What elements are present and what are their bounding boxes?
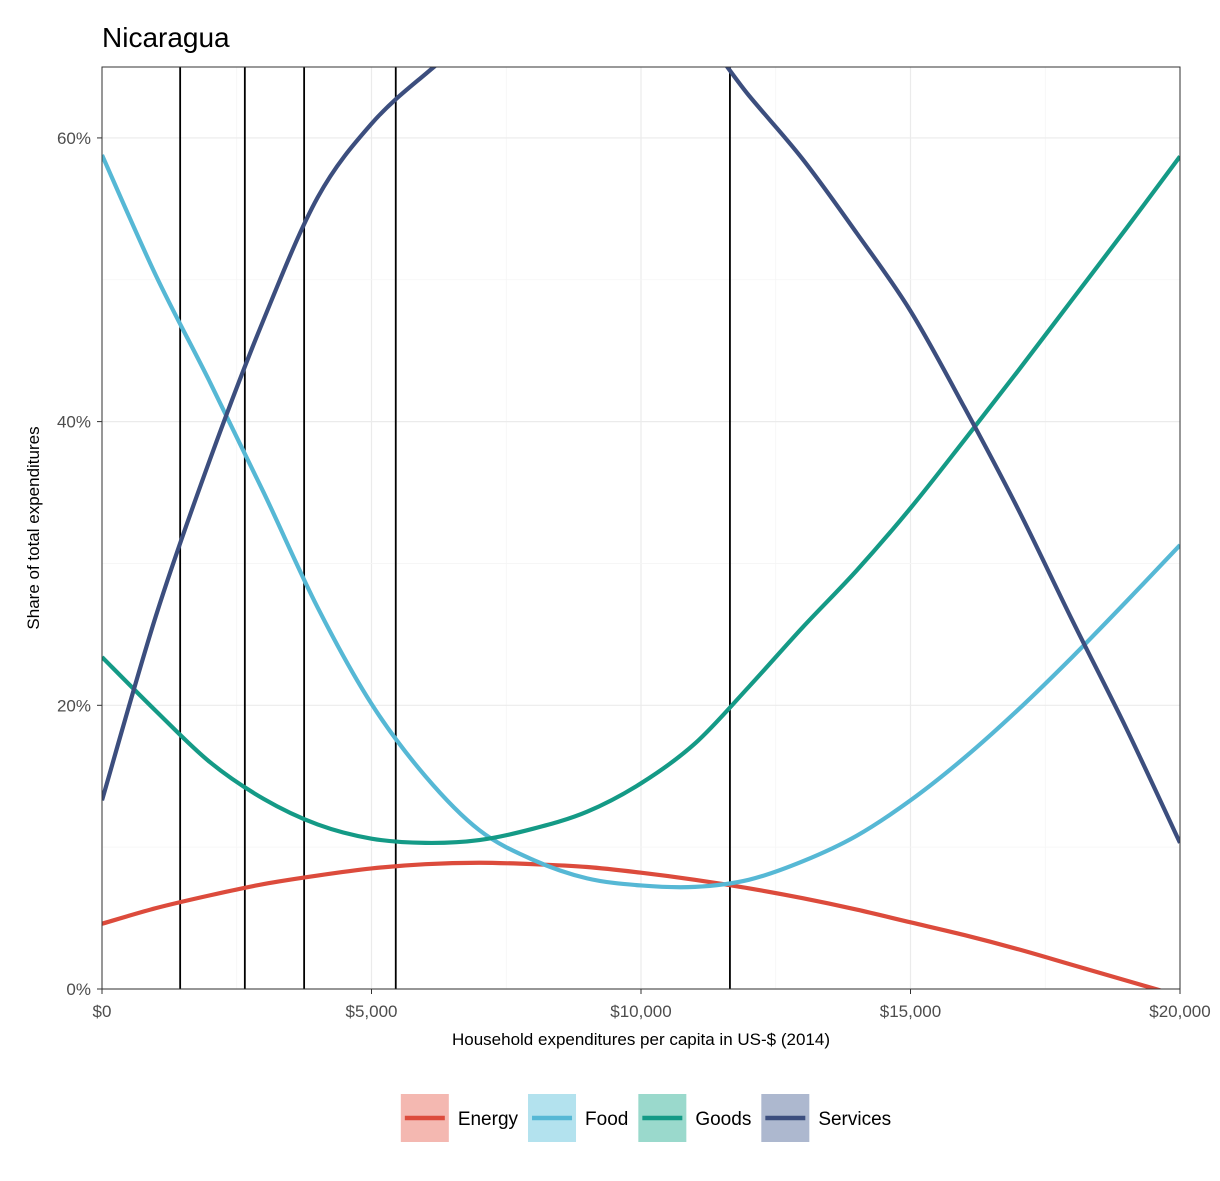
x-axis-label: Household expenditures per capita in US-…	[452, 1030, 830, 1049]
chart-title: Nicaragua	[102, 22, 230, 53]
legend-label-goods: Goods	[695, 1109, 751, 1130]
series-line-food	[102, 154, 1180, 890]
legend-item-food: Food	[528, 1094, 628, 1142]
legend: Energy Food Goods Services	[400, 1094, 891, 1142]
y-tick-label: 20%	[57, 696, 91, 715]
series-lines	[102, 67, 1180, 989]
legend-item-services: Services	[761, 1094, 891, 1142]
vertical-reference-lines	[179, 67, 731, 989]
series-line-goods	[102, 155, 1180, 846]
y-tick-label: 60%	[57, 129, 91, 148]
legend-label-food: Food	[585, 1109, 628, 1130]
y-axis-ticks: 0% 20% 40% 60%	[57, 129, 102, 999]
legend-label-services: Services	[818, 1109, 891, 1130]
x-tick-label: $5,000	[346, 1002, 398, 1021]
series-line-energy	[102, 860, 1164, 989]
x-tick-label: $20,000	[1149, 1002, 1210, 1021]
series-line-services	[102, 67, 1180, 844]
x-tick-label: $0	[93, 1002, 112, 1021]
x-tick-label: $15,000	[880, 1002, 941, 1021]
legend-item-goods: Goods	[638, 1094, 751, 1142]
legend-item-energy: Energy	[400, 1094, 519, 1142]
x-axis-ticks: $0 $5,000 $10,000 $15,000 $20,000	[93, 989, 1211, 1021]
x-tick-label: $10,000	[610, 1002, 671, 1021]
y-axis-label: Share of total expenditures	[24, 426, 43, 629]
y-tick-label: 0%	[66, 980, 91, 999]
gridlines	[101, 67, 1181, 990]
y-tick-label: 40%	[57, 413, 91, 432]
legend-label-energy: Energy	[458, 1109, 519, 1130]
